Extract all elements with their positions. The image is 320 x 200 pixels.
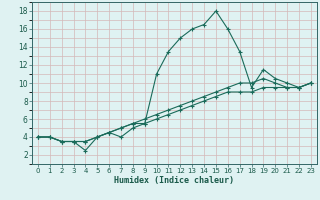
X-axis label: Humidex (Indice chaleur): Humidex (Indice chaleur) — [115, 176, 234, 185]
